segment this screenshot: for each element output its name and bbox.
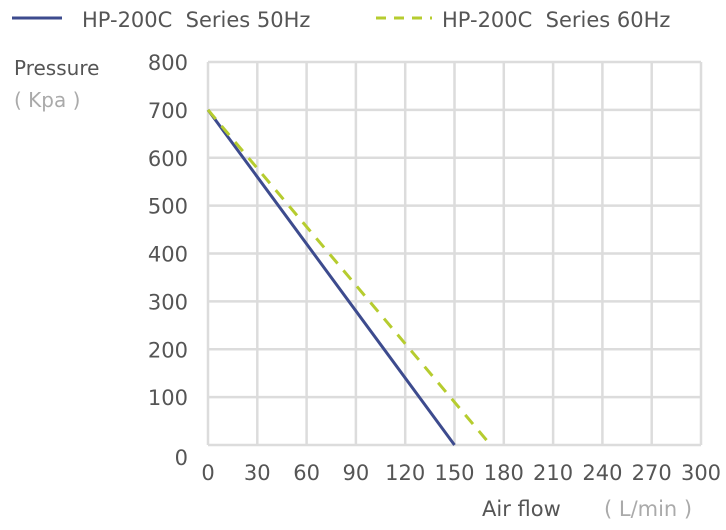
y-tick-label: 400 [148, 243, 188, 267]
y-axis-label: Pressure [14, 56, 99, 80]
x-tick-label: 150 [434, 461, 474, 485]
series-lines [206, 108, 492, 446]
series-line-1 [206, 108, 492, 446]
y-tick-label: 100 [148, 386, 188, 410]
y-tick-label: 700 [148, 99, 188, 123]
y-tick-label: 300 [148, 290, 188, 314]
y-axis-unit: ( Kpa ) [14, 88, 80, 112]
y-tick-label: 500 [148, 195, 188, 219]
y-tick-label: 200 [148, 338, 188, 362]
series-line-0 [206, 108, 456, 446]
x-tick-label: 240 [582, 461, 622, 485]
y-tick-label: 800 [148, 51, 188, 75]
legend-label-60hz: HP-200C Series 60Hz [442, 8, 670, 32]
y-tick-label: 600 [148, 147, 188, 171]
x-tick-label: 30 [244, 461, 271, 485]
x-axis-label: Air flow [482, 497, 561, 521]
x-tick-label: 180 [484, 461, 524, 485]
legend-label-50hz: HP-200C Series 50Hz [82, 8, 310, 32]
x-tick-label: 60 [293, 461, 320, 485]
x-tick-label: 270 [632, 461, 672, 485]
x-tick-label: 90 [343, 461, 370, 485]
y-tick-label: 0 [175, 446, 188, 470]
x-tick-label: 210 [533, 461, 573, 485]
x-tick-label: 300 [681, 461, 721, 485]
x-axis-unit: ( L/min ) [604, 497, 692, 521]
legend: HP-200C Series 50Hz HP-200C Series 60Hz [12, 8, 670, 32]
x-tick-label: 0 [201, 461, 214, 485]
tick-labels: 0 30 60 90 120 150 180 210 240 270 300 0 100 200 300 40… [148, 51, 721, 485]
grid [206, 60, 703, 447]
x-tick-label: 120 [385, 461, 425, 485]
